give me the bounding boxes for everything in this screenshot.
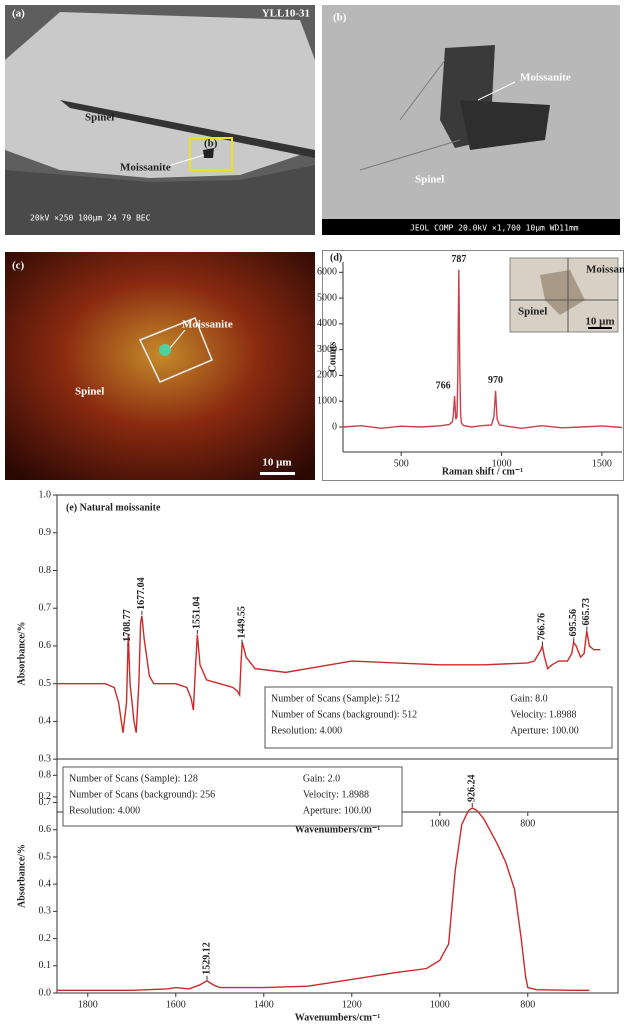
y-tick-label: 0.3 xyxy=(39,753,52,764)
sample-id: YLL10-31 xyxy=(262,8,310,20)
y-tick-label: 0.9 xyxy=(39,527,52,538)
y-tick-label: 0.8 xyxy=(39,770,52,781)
x-tick-label: 1600 xyxy=(166,999,186,1010)
y-tick-label: 0.8 xyxy=(39,565,52,576)
x-axis-label: Wavenumbers/cm⁻¹ xyxy=(295,1012,381,1023)
y-tick-label: 0.0 xyxy=(39,987,52,998)
x-tick-label: 1800 xyxy=(78,999,98,1010)
info-text: Resolution: 4.000 xyxy=(69,805,140,816)
info-text: Gain: 2.0 xyxy=(303,773,340,784)
scale-info: 20kV ×250 100μm 24 79 BEC xyxy=(30,214,151,223)
peak-label: 787 xyxy=(451,254,466,265)
y-tick-label: 0.4 xyxy=(39,716,52,727)
y-tick-label: 5000 xyxy=(317,292,337,303)
y-tick-label: 1000 xyxy=(317,396,337,407)
peak-label: 1529.12 xyxy=(201,942,212,975)
chart-title: (e) Natural moissanite xyxy=(66,502,161,513)
x-tick-label: 800 xyxy=(520,999,535,1010)
chart-title: (d) xyxy=(330,252,342,263)
peak-label: 1551.04 xyxy=(192,596,203,629)
y-tick-label: 0.5 xyxy=(39,678,52,689)
info-text: Number of Scans (background): 512 xyxy=(271,709,417,720)
y-tick-label: 0.2 xyxy=(39,933,52,944)
panel-a: (a) YLL10-31 Spinel Moissanite (b) 20kV … xyxy=(5,5,315,235)
y-tick-label: 0.6 xyxy=(39,640,52,651)
image-c xyxy=(5,252,315,480)
scale-label: 10 μm xyxy=(262,457,291,469)
peak-label: 1708.77 xyxy=(122,609,133,642)
panel-label: (b) xyxy=(333,12,347,24)
y-tick-label: 0.3 xyxy=(39,906,52,917)
mineral-label: Moissanite xyxy=(520,72,571,84)
y-axis-label: Counts xyxy=(327,342,338,373)
info-text: Aperture: 100.00 xyxy=(510,725,578,736)
scale-label: 10 μm xyxy=(585,316,614,328)
spectrum-line xyxy=(57,808,589,990)
y-tick-label: 0.1 xyxy=(39,960,52,971)
peak-label: 766.76 xyxy=(537,613,548,641)
x-tick-label: 1000 xyxy=(430,999,450,1010)
y-tick-label: 6000 xyxy=(317,267,337,278)
peak-label: 1677.04 xyxy=(136,577,147,610)
grain xyxy=(159,344,171,356)
y-tick-label: 0 xyxy=(332,421,337,432)
info-text: Aperture: 100.00 xyxy=(303,805,371,816)
peak-label: 1449.55 xyxy=(236,606,247,639)
x-tick-label: 500 xyxy=(394,458,409,469)
info-text: Velocity: 1.8988 xyxy=(303,789,369,800)
y-tick-label: 4000 xyxy=(317,318,337,329)
inset-ref: (b) xyxy=(204,138,218,150)
panel-c: (c) Moissanite Spinel 10 μm xyxy=(5,252,315,480)
info-text: Velocity: 1.8988 xyxy=(510,709,576,720)
scale-bar xyxy=(260,472,295,475)
mineral-label: Spinel xyxy=(75,386,104,398)
peak-label: 926.24 xyxy=(467,775,478,803)
panel-label: (c) xyxy=(12,260,25,272)
mineral-label: Moissanite xyxy=(182,319,233,331)
info-text: Number of Scans (Sample): 512 xyxy=(271,693,400,704)
scale-info: JEOL COMP 20.0kV ×1,700 10μm WD11mm xyxy=(410,224,579,233)
info-text: Gain: 8.0 xyxy=(510,693,547,704)
panel-label: (a) xyxy=(12,8,25,20)
crystal xyxy=(5,12,315,178)
x-axis-label: Raman shift / cm⁻¹ xyxy=(442,466,523,477)
panel-b: (b) Moissanite Spinel JEOL COMP 20.0kV ×… xyxy=(322,5,620,235)
x-tick-label: 1000 xyxy=(430,818,450,829)
y-axis-label: Absorbance/% xyxy=(16,844,27,908)
x-tick-label: 800 xyxy=(520,818,535,829)
x-tick-label: 1500 xyxy=(592,458,612,469)
y-tick-label: 1.0 xyxy=(39,489,52,500)
y-tick-label: 0.7 xyxy=(39,603,52,614)
page: (a) YLL10-31 Spinel Moissanite (b) 20kV … xyxy=(0,0,624,1025)
peak-label: 665.73 xyxy=(581,598,592,626)
peak-label: 766 xyxy=(436,380,451,391)
y-tick-label: 0.6 xyxy=(39,824,52,835)
mineral-label: Spinel xyxy=(415,174,444,186)
info-text: Number of Scans (background): 256 xyxy=(69,789,215,800)
info-text: Number of Scans (Sample): 128 xyxy=(69,773,198,784)
mineral-label: Moissanite xyxy=(120,162,171,174)
plot-frame xyxy=(57,495,618,812)
y-axis-label: Absorbance/% xyxy=(16,622,27,686)
y-tick-label: 0.4 xyxy=(39,878,52,889)
figure: (a) YLL10-31 Spinel Moissanite (b) 20kV … xyxy=(0,0,624,1025)
scale-bar xyxy=(588,327,612,329)
inset: Moissanite Spinel 10 μm xyxy=(510,258,624,332)
x-tick-label: 1200 xyxy=(342,999,362,1010)
mineral-label: Spinel xyxy=(85,112,114,124)
mineral-label: Spinel xyxy=(518,306,547,318)
info-text: Resolution: 4.000 xyxy=(271,725,342,736)
mineral-label: Moissanite xyxy=(586,264,624,276)
peak-label: 695.56 xyxy=(568,609,579,637)
x-tick-label: 1400 xyxy=(254,999,274,1010)
y-tick-label: 0.7 xyxy=(39,797,52,808)
peak-label: 970 xyxy=(488,375,503,386)
y-tick-label: 0.5 xyxy=(39,851,52,862)
